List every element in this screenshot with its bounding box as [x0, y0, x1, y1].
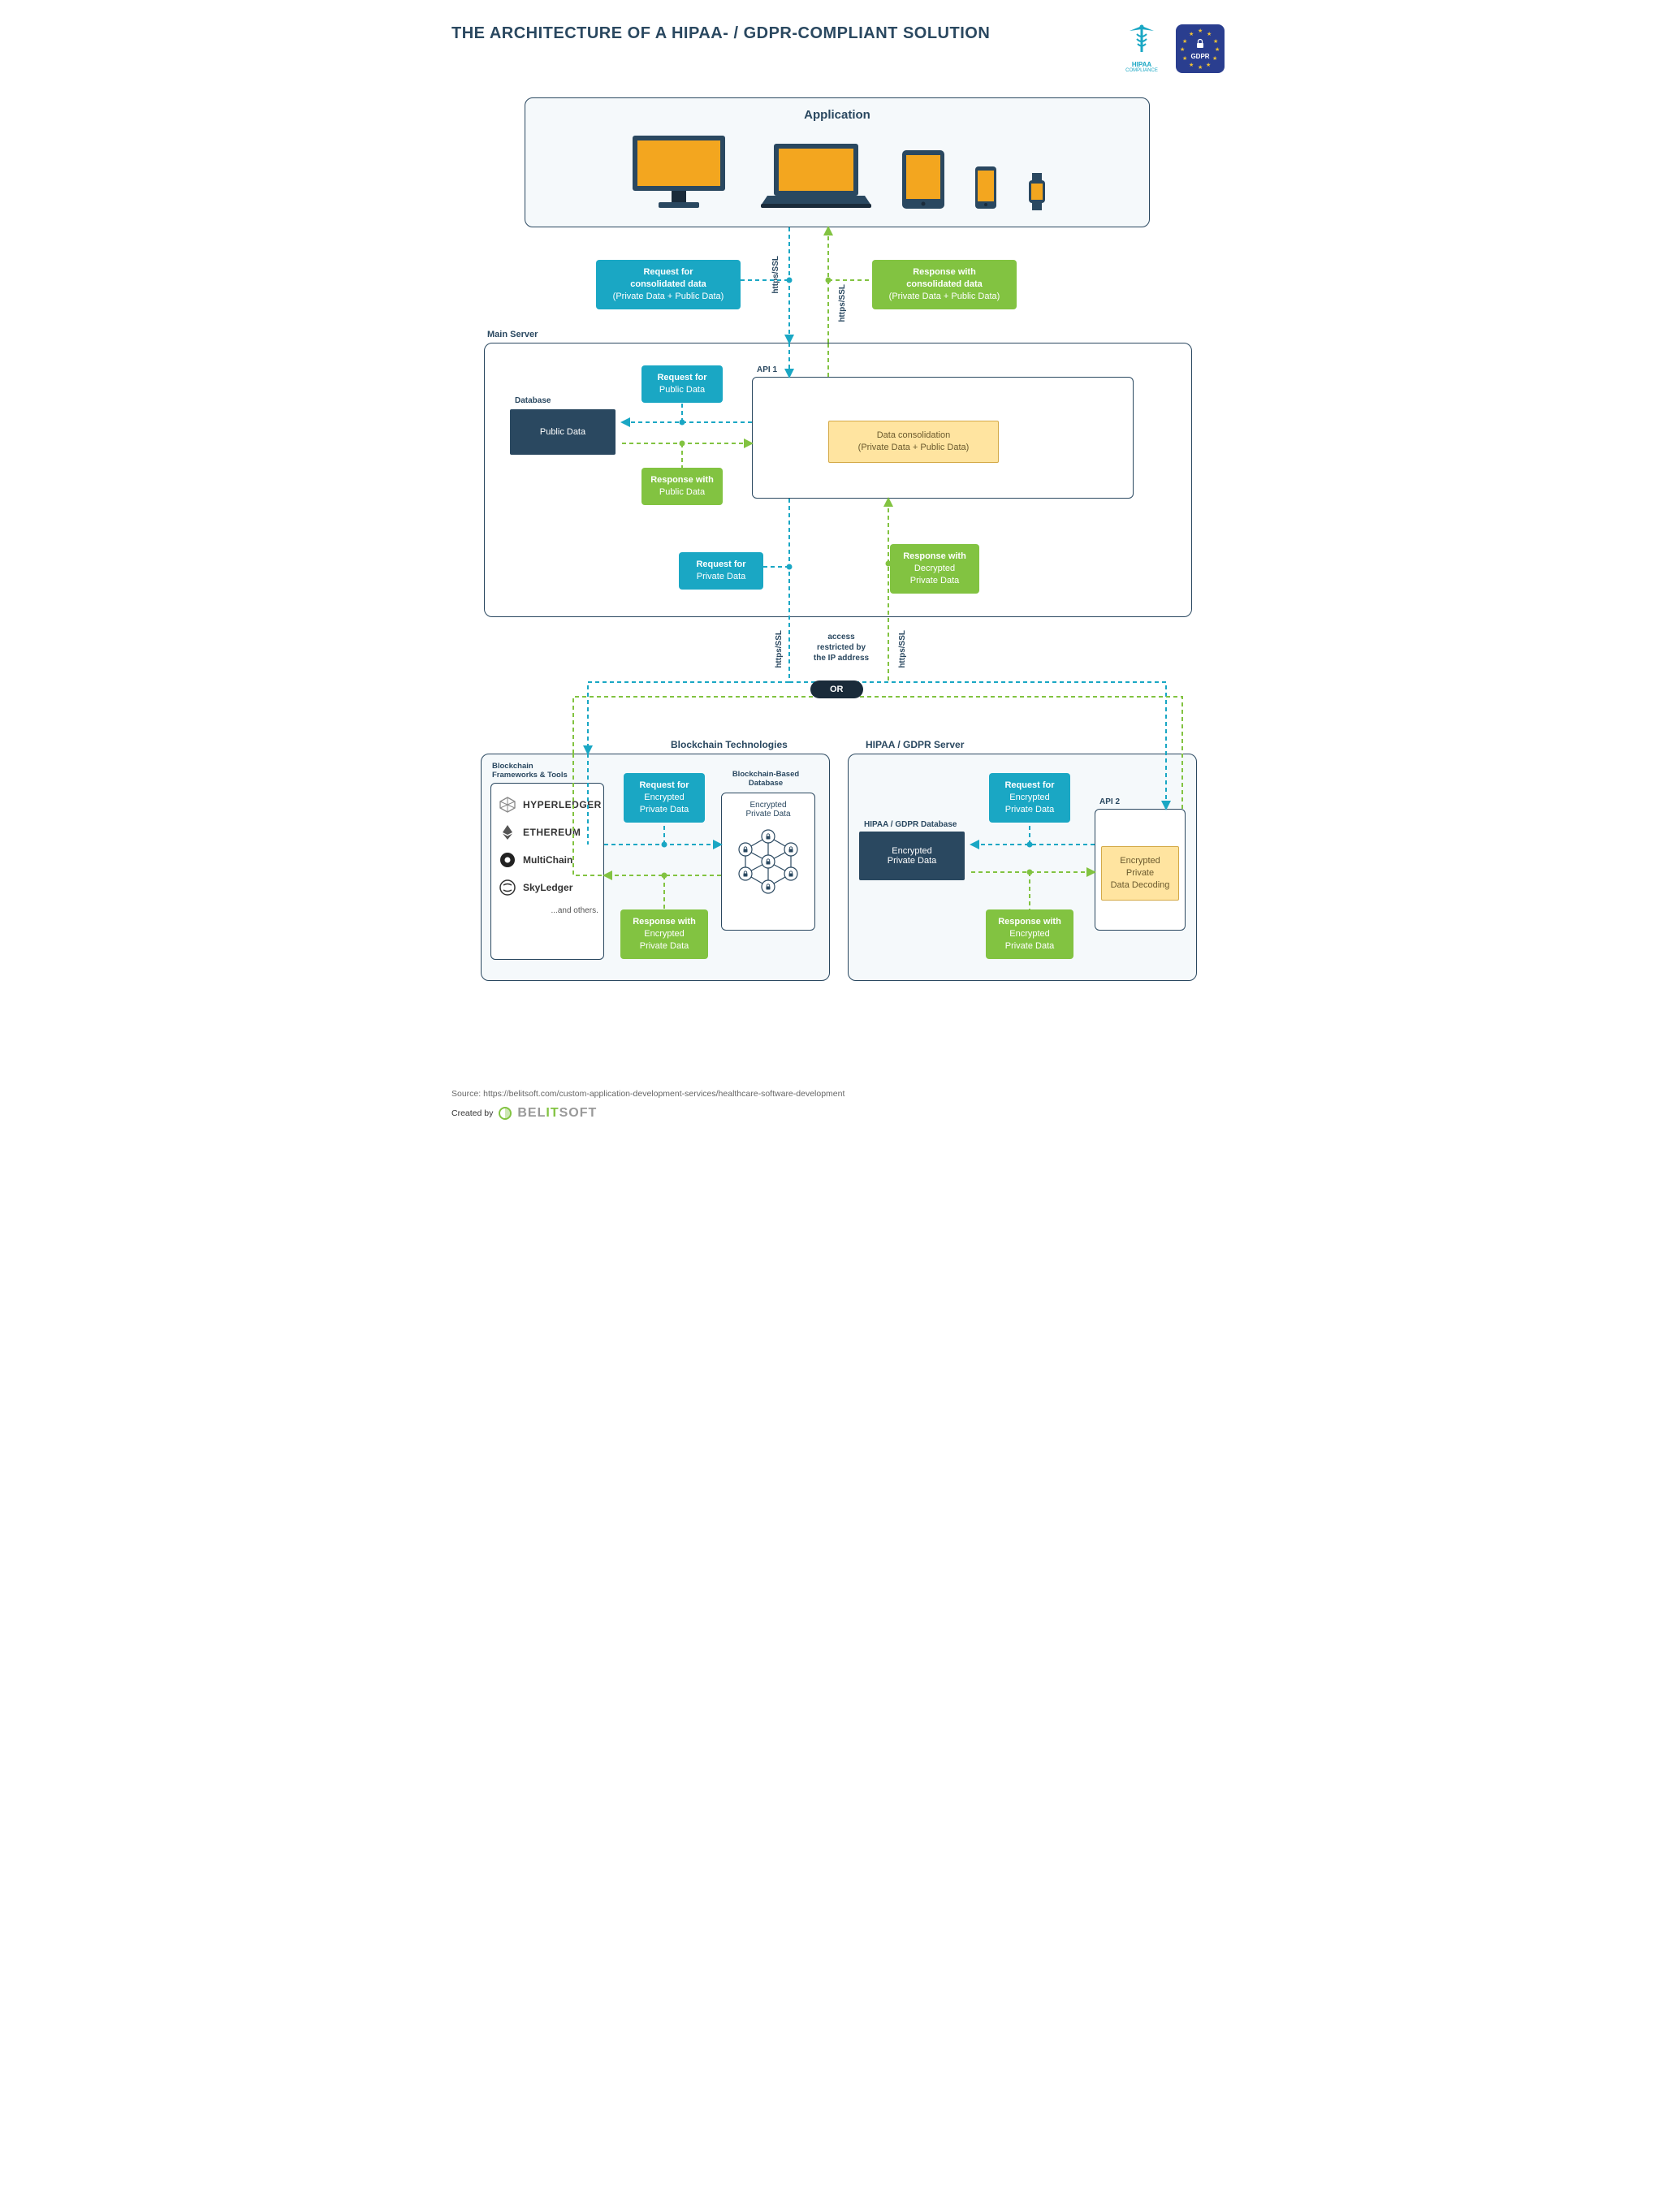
caduceus-icon: [1123, 24, 1160, 57]
created-by: Created by BELITSOFT: [451, 1102, 1225, 1125]
footer: Source: https://belitsoft.com/custom-app…: [451, 1087, 1225, 1125]
belitsoft-logo-text: BELITSOFT: [517, 1102, 597, 1125]
compliance-badges: HIPAA COMPLIANCE ★★ ★★ ★★ ★★ ★★ ★★ GDPR: [1117, 24, 1225, 73]
lock-icon: [1194, 38, 1206, 50]
gdpr-badge: ★★ ★★ ★★ ★★ ★★ ★★ GDPR: [1176, 24, 1225, 73]
page-title: THE ARCHITECTURE OF A HIPAA- / GDPR-COMP…: [451, 24, 990, 43]
or-junction: OR: [810, 680, 863, 698]
connector-lines: [451, 97, 1225, 1072]
architecture-diagram: Application Request for consolidated dat…: [451, 97, 1225, 1072]
source-text: Source: https://belitsoft.com/custom-app…: [451, 1087, 1225, 1102]
belitsoft-logo-icon: [498, 1106, 512, 1121]
hipaa-badge: HIPAA COMPLIANCE: [1117, 24, 1166, 73]
